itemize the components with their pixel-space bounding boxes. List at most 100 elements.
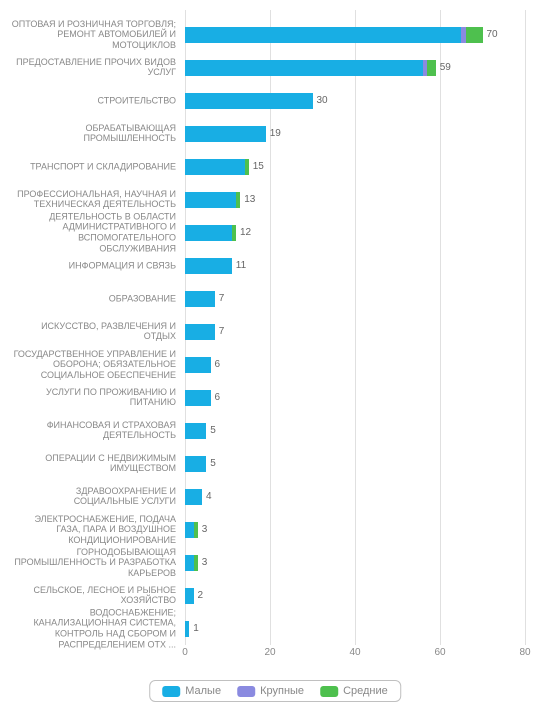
bar-segment-malye [185, 60, 423, 76]
category-label: ПРОФЕССИОНАЛЬНАЯ, НАУЧНАЯ И ТЕХНИЧЕСКАЯ … [10, 189, 180, 211]
category-label: ДЕЯТЕЛЬНОСТЬ В ОБЛАСТИ АДМИНИСТРАТИВНОГО… [10, 211, 180, 254]
bar-segment-malye [185, 192, 236, 208]
bar: 11 [185, 258, 246, 274]
chart-row: УСЛУГИ ПО ПРОЖИВАНИЮ И ПИТАНИЮ 6 [10, 381, 540, 414]
bar-segment-malye [185, 357, 211, 373]
bar-segment-malye [185, 588, 194, 604]
bar-segment-malye [185, 423, 206, 439]
category-label: ЭЛЕКТРОСНАБЖЕНИЕ, ПОДАЧА ГАЗА, ПАРА И ВО… [10, 513, 180, 545]
bar-total-label: 19 [270, 128, 281, 139]
bar-segment-malye [185, 27, 461, 43]
bar-total-label: 4 [206, 491, 212, 502]
bar-segment-srednie [194, 555, 198, 571]
chart-row: ДЕЯТЕЛЬНОСТЬ В ОБЛАСТИ АДМИНИСТРАТИВНОГО… [10, 216, 540, 249]
bar-segment-malye [185, 522, 194, 538]
bar-segment-malye [185, 489, 202, 505]
bar: 3 [185, 522, 207, 538]
category-label: СЕЛЬСКОЕ, ЛЕСНОЕ И РЫБНОЕ ХОЗЯЙСТВО [10, 585, 180, 607]
category-label: ПРЕДОСТАВЛЕНИЕ ПРОЧИХ ВИДОВ УСЛУГ [10, 57, 180, 79]
bar-total-label: 7 [219, 326, 225, 337]
legend-item: Средние [320, 685, 388, 697]
bar: 70 [185, 27, 498, 43]
bar: 3 [185, 555, 207, 571]
legend-swatch [237, 686, 255, 697]
category-label: ОБРАЗОВАНИЕ [10, 293, 180, 304]
legend-swatch [320, 686, 338, 697]
bar-total-label: 59 [440, 62, 451, 73]
category-label: ФИНАНСОВАЯ И СТРАХОВАЯ ДЕЯТЕЛЬНОСТЬ [10, 420, 180, 442]
bar-segment-srednie [232, 225, 236, 241]
chart-row: ОБРАБАТЫВАЮЩАЯ ПРОМЫШЛЕННОСТЬ19 [10, 117, 540, 150]
bar-total-label: 6 [215, 359, 221, 370]
bar-segment-malye [185, 258, 232, 274]
chart-row: ВОДОСНАБЖЕНИЕ; КАНАЛИЗАЦИОННАЯ СИСТЕМА, … [10, 612, 540, 645]
category-label: ЗДРАВООХРАНЕНИЕ И СОЦИАЛЬНЫЕ УСЛУГИ [10, 486, 180, 508]
bar: 19 [185, 126, 281, 142]
x-axis-tick-label: 80 [519, 647, 530, 658]
chart-row: ГОСУДАРСТВЕННОЕ УПРАВЛЕНИЕ И ОБОРОНА; ОБ… [10, 348, 540, 381]
chart-area: 020406080 ОПТОВАЯ И РОЗНИЧНАЯ ТОРГОВЛЯ; … [10, 10, 540, 670]
bar: 5 [185, 423, 216, 439]
chart-row: ФИНАНСОВАЯ И СТРАХОВАЯ ДЕЯТЕЛЬНОСТЬ 5 [10, 414, 540, 447]
bar-segment-srednie [245, 159, 249, 175]
category-label: ОПТОВАЯ И РОЗНИЧНАЯ ТОРГОВЛЯ; РЕМОНТ АВТ… [10, 18, 180, 50]
bar: 7 [185, 291, 224, 307]
bar-segment-malye [185, 555, 194, 571]
legend-swatch [162, 686, 180, 697]
category-label: ГОСУДАРСТВЕННОЕ УПРАВЛЕНИЕ И ОБОРОНА; ОБ… [10, 348, 180, 380]
chart-row: ИНФОРМАЦИЯ И СВЯЗЬ 11 [10, 249, 540, 282]
bar-segment-malye [185, 324, 215, 340]
legend-label: Средние [343, 685, 388, 697]
bar-total-label: 1 [193, 623, 199, 634]
bar-segment-malye [185, 126, 266, 142]
bar-segment-malye [185, 390, 211, 406]
bar-total-label: 7 [219, 293, 225, 304]
bar: 5 [185, 456, 216, 472]
chart-row: ОБРАЗОВАНИЕ 7 [10, 282, 540, 315]
x-axis-tick-label: 0 [182, 647, 188, 658]
bar: 6 [185, 357, 220, 373]
chart-row: ГОРНОДОБЫВАЮЩАЯ ПРОМЫШЛЕННОСТЬ И РАЗРАБО… [10, 546, 540, 579]
bar-total-label: 11 [236, 260, 246, 271]
category-label: ОПЕРАЦИИ С НЕДВИЖИМЫМ ИМУЩЕСТВОМ [10, 453, 180, 475]
legend: Малые Крупные Средние [149, 680, 401, 702]
category-label: ГОРНОДОБЫВАЮЩАЯ ПРОМЫШЛЕННОСТЬ И РАЗРАБО… [10, 546, 180, 578]
bar-total-label: 3 [202, 557, 208, 568]
chart-row: ИСКУССТВО, РАЗВЛЕЧЕНИЯ И ОТДЫХ 7 [10, 315, 540, 348]
bar-total-label: 12 [240, 227, 251, 238]
category-label: ИСКУССТВО, РАЗВЛЕЧЕНИЯ И ОТДЫХ [10, 321, 180, 343]
bar: 13 [185, 192, 255, 208]
bar-total-label: 70 [487, 29, 498, 40]
bar-segment-malye [185, 159, 245, 175]
category-label: СТРОИТЕЛЬСТВО [10, 95, 180, 106]
bar-total-label: 5 [210, 458, 216, 469]
x-axis-tick-label: 60 [434, 647, 445, 658]
bar: 7 [185, 324, 224, 340]
bar-segment-malye [185, 456, 206, 472]
chart-row: ОПЕРАЦИИ С НЕДВИЖИМЫМ ИМУЩЕСТВОМ 5 [10, 447, 540, 480]
bar-segment-srednie [466, 27, 483, 43]
bar-total-label: 6 [215, 392, 221, 403]
bar-total-label: 30 [317, 95, 328, 106]
chart-row: ОПТОВАЯ И РОЗНИЧНАЯ ТОРГОВЛЯ; РЕМОНТ АВТ… [10, 18, 540, 51]
x-axis-tick-label: 20 [264, 647, 275, 658]
bar-segment-malye [185, 225, 232, 241]
legend-item: Крупные [237, 685, 304, 697]
bar: 59 [185, 60, 451, 76]
bar-segment-srednie [427, 60, 436, 76]
bar: 1 [185, 621, 199, 637]
chart-row: ТРАНСПОРТ И СКЛАДИРОВАНИЕ 15 [10, 150, 540, 183]
bar: 4 [185, 489, 212, 505]
bar-segment-malye [185, 93, 313, 109]
category-label: ИНФОРМАЦИЯ И СВЯЗЬ [10, 260, 180, 271]
legend-label: Малые [185, 685, 221, 697]
bar-total-label: 13 [244, 194, 255, 205]
bar-segment-srednie [194, 522, 198, 538]
category-label: ТРАНСПОРТ И СКЛАДИРОВАНИЕ [10, 161, 180, 172]
bar-total-label: 2 [198, 590, 204, 601]
category-label: ВОДОСНАБЖЕНИЕ; КАНАЛИЗАЦИОННАЯ СИСТЕМА, … [10, 607, 180, 650]
bar-total-label: 15 [253, 161, 264, 172]
category-label: УСЛУГИ ПО ПРОЖИВАНИЮ И ПИТАНИЮ [10, 387, 180, 409]
bar-segment-malye [185, 291, 215, 307]
bar: 12 [185, 225, 251, 241]
